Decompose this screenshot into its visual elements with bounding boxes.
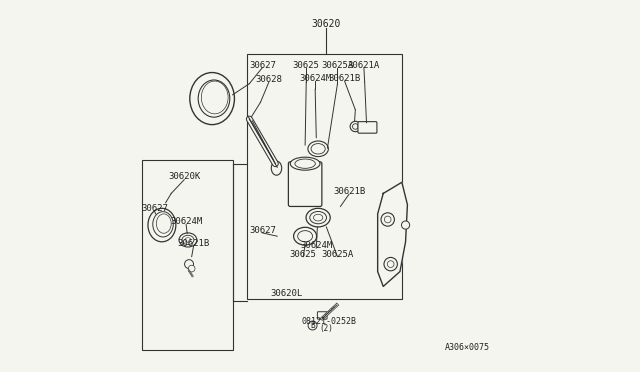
Ellipse shape	[182, 235, 194, 245]
Text: 30621B: 30621B	[328, 74, 361, 83]
Ellipse shape	[353, 124, 358, 129]
Text: (2): (2)	[319, 324, 333, 333]
Text: 30621A: 30621A	[348, 61, 380, 70]
Text: 30621B: 30621B	[333, 187, 365, 196]
Text: 30620K: 30620K	[168, 172, 200, 181]
Ellipse shape	[156, 214, 172, 233]
Bar	[248, 54, 402, 299]
Circle shape	[308, 321, 317, 330]
Ellipse shape	[314, 214, 323, 221]
Circle shape	[384, 257, 397, 271]
Text: 30621B: 30621B	[177, 239, 210, 248]
Text: 30624M: 30624M	[170, 217, 202, 226]
Circle shape	[385, 216, 391, 223]
Ellipse shape	[179, 233, 197, 247]
Ellipse shape	[306, 208, 330, 227]
Bar	[142, 160, 234, 350]
Circle shape	[381, 213, 394, 226]
Ellipse shape	[298, 231, 312, 242]
Text: 08121-0252B: 08121-0252B	[302, 317, 357, 326]
Text: 30628: 30628	[255, 76, 282, 84]
Ellipse shape	[295, 159, 316, 168]
Ellipse shape	[153, 212, 173, 237]
FancyBboxPatch shape	[317, 312, 327, 319]
Text: 30627: 30627	[141, 204, 168, 213]
Ellipse shape	[291, 157, 320, 170]
Text: 30624M: 30624M	[300, 241, 332, 250]
Ellipse shape	[350, 121, 360, 132]
FancyBboxPatch shape	[289, 162, 322, 206]
Text: 30624M: 30624M	[299, 74, 332, 83]
Text: 30625A: 30625A	[321, 61, 354, 70]
Text: 30627: 30627	[249, 61, 276, 70]
Ellipse shape	[311, 144, 325, 154]
Text: A306×0075: A306×0075	[444, 343, 490, 352]
Text: 30627: 30627	[249, 226, 276, 235]
Ellipse shape	[401, 221, 410, 229]
Ellipse shape	[148, 208, 176, 242]
Ellipse shape	[294, 227, 317, 245]
Text: 30620: 30620	[311, 19, 340, 29]
Text: 30625: 30625	[292, 61, 319, 70]
Text: B: B	[310, 321, 315, 330]
Text: 30625A: 30625A	[321, 250, 354, 259]
Text: 30620L: 30620L	[270, 289, 303, 298]
Polygon shape	[378, 182, 408, 286]
Text: 30625: 30625	[290, 250, 317, 259]
Circle shape	[387, 261, 394, 267]
FancyBboxPatch shape	[358, 122, 377, 133]
Ellipse shape	[185, 238, 191, 242]
Ellipse shape	[308, 141, 328, 157]
Ellipse shape	[184, 260, 193, 269]
Ellipse shape	[271, 161, 282, 175]
Circle shape	[188, 265, 195, 272]
Ellipse shape	[310, 211, 326, 224]
